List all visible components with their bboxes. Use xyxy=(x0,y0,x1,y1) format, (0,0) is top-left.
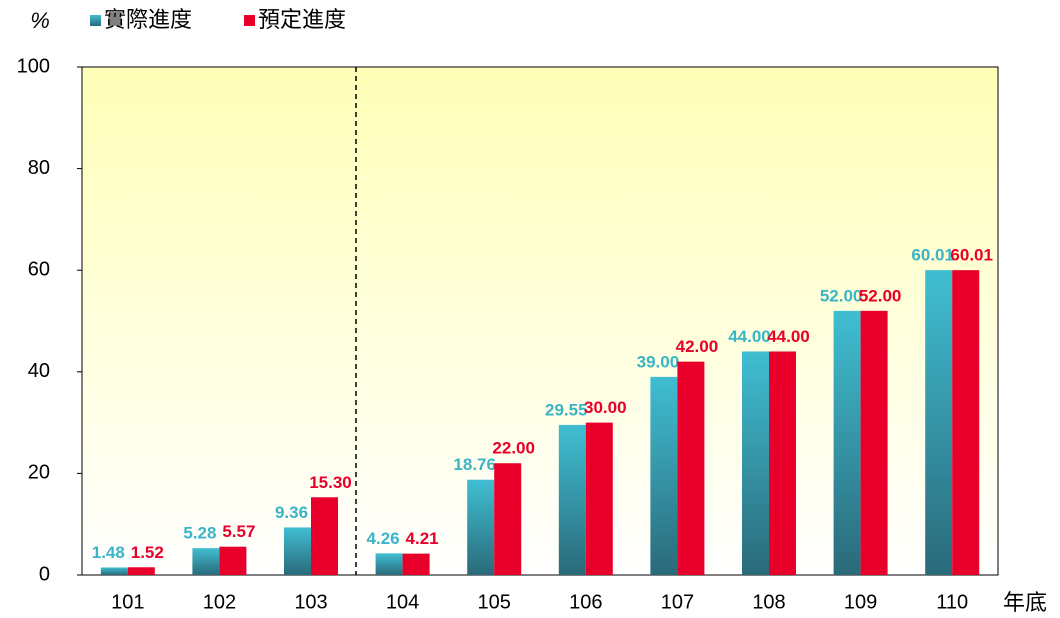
bar xyxy=(100,567,128,575)
value-label: 44.00 xyxy=(728,327,771,346)
value-label: 44.00 xyxy=(767,327,810,346)
value-label: 1.48 xyxy=(92,543,125,562)
value-label: 29.55 xyxy=(545,400,588,419)
bar xyxy=(769,351,796,575)
value-label: 60.01 xyxy=(950,246,993,265)
y-tick-label: 60 xyxy=(28,258,50,280)
y-tick-label: 100 xyxy=(17,55,50,77)
value-label: 30.00 xyxy=(584,398,627,417)
y-axis-label: % xyxy=(30,8,50,33)
bar xyxy=(494,463,522,575)
value-label: 39.00 xyxy=(637,352,680,371)
bar xyxy=(860,310,888,575)
bar xyxy=(284,527,311,575)
bar xyxy=(467,479,495,575)
bar xyxy=(677,361,705,575)
bar xyxy=(375,553,403,575)
value-label: 42.00 xyxy=(676,337,719,356)
value-label: 5.57 xyxy=(222,522,255,541)
x-tick-label: 103 xyxy=(294,591,327,613)
value-label: 4.26 xyxy=(367,529,400,548)
x-axis-label: 年底 xyxy=(1003,590,1047,615)
bar xyxy=(192,548,220,575)
value-label: 15.30 xyxy=(309,473,352,492)
y-tick-label: 20 xyxy=(28,462,50,484)
bar xyxy=(402,553,430,575)
x-tick-label: 110 xyxy=(936,591,968,613)
legend-swatch xyxy=(244,15,255,26)
value-label: 60.01 xyxy=(911,246,954,265)
value-label: 18.76 xyxy=(453,455,496,474)
value-label: 22.00 xyxy=(492,439,535,458)
bar xyxy=(127,567,155,575)
value-label: 52.00 xyxy=(859,286,902,305)
bar xyxy=(219,546,247,575)
bar xyxy=(833,310,861,575)
bar xyxy=(311,497,338,575)
x-tick-label: 101 xyxy=(111,591,144,613)
bar xyxy=(650,376,678,575)
legend-label: 預定進度 xyxy=(258,7,346,32)
bar xyxy=(952,270,980,575)
value-label: 5.28 xyxy=(183,524,216,543)
value-label: 1.52 xyxy=(131,543,164,562)
bar xyxy=(742,351,769,575)
x-tick-label: 107 xyxy=(661,591,694,613)
bar xyxy=(558,424,586,575)
bar xyxy=(925,270,953,575)
y-tick-label: 40 xyxy=(28,360,50,382)
x-tick-label: 106 xyxy=(569,591,602,613)
value-label: 4.21 xyxy=(406,529,439,548)
x-tick-label: 109 xyxy=(844,591,877,613)
value-label: 9.36 xyxy=(275,503,308,522)
x-tick-label: 108 xyxy=(752,591,785,613)
legend-swatch xyxy=(90,15,101,26)
x-tick-label: 102 xyxy=(203,591,236,613)
x-tick-label: 105 xyxy=(478,591,511,613)
y-tick-label: 80 xyxy=(28,157,50,179)
x-tick-label: 104 xyxy=(386,591,419,613)
bar xyxy=(585,422,613,575)
legend-label: 實際進度 xyxy=(104,7,192,32)
y-tick-label: 0 xyxy=(39,563,50,585)
value-label: 52.00 xyxy=(820,286,863,305)
